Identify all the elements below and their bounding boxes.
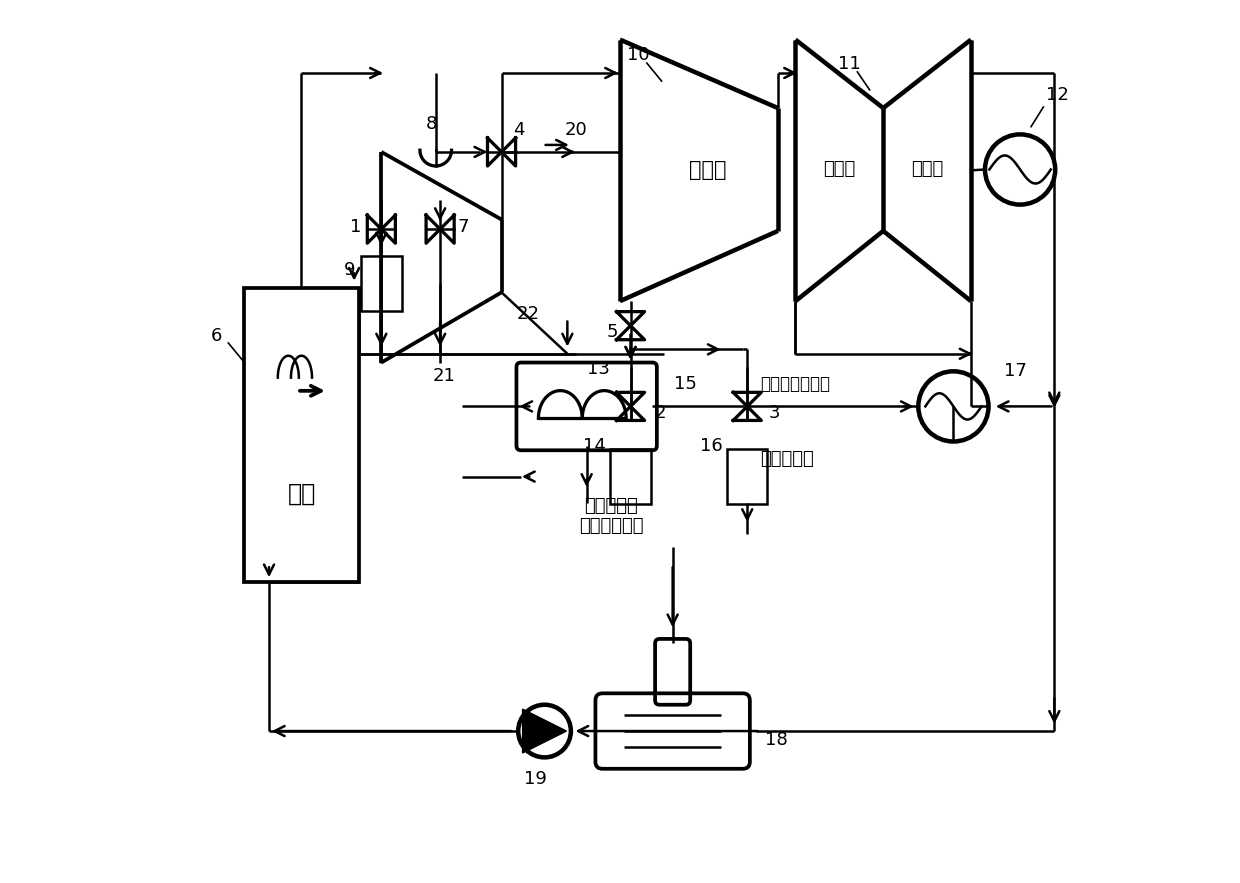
Text: 4: 4 <box>513 121 525 139</box>
Text: 1: 1 <box>350 217 361 236</box>
Text: 3: 3 <box>769 404 781 421</box>
Text: 16: 16 <box>699 437 723 455</box>
Text: 8: 8 <box>425 115 436 132</box>
Text: 锅炉: 锅炉 <box>288 482 316 506</box>
Text: 去热网供热
或蓄热罐蓄热: 去热网供热 或蓄热罐蓄热 <box>579 496 644 535</box>
Bar <box>244 288 358 582</box>
Text: 18: 18 <box>765 731 787 749</box>
Text: 疏水打入凝汽器: 疏水打入凝汽器 <box>760 375 831 394</box>
Bar <box>361 256 402 311</box>
Text: 15: 15 <box>675 375 697 394</box>
Text: 22: 22 <box>516 306 539 323</box>
Text: 10: 10 <box>627 47 650 64</box>
Text: 17: 17 <box>1004 362 1027 381</box>
Text: 中压缸: 中压缸 <box>689 160 727 180</box>
Text: 低压缸: 低压缸 <box>823 161 856 178</box>
Text: 13: 13 <box>587 359 610 378</box>
Bar <box>727 449 768 504</box>
Text: 21: 21 <box>433 366 456 385</box>
Text: 20: 20 <box>564 121 588 139</box>
Text: 9: 9 <box>343 261 355 279</box>
Text: 低压缸: 低压缸 <box>911 161 944 178</box>
Text: 2: 2 <box>655 404 667 421</box>
Text: 6: 6 <box>211 328 222 345</box>
Text: 11: 11 <box>837 56 861 73</box>
Polygon shape <box>522 709 567 753</box>
Text: 12: 12 <box>1045 86 1069 104</box>
Text: 19: 19 <box>525 770 547 789</box>
Text: 5: 5 <box>606 323 619 341</box>
Bar <box>610 449 651 504</box>
Text: 打入凝汽器: 打入凝汽器 <box>760 450 815 468</box>
Text: 14: 14 <box>583 437 606 455</box>
Text: 7: 7 <box>458 217 469 236</box>
